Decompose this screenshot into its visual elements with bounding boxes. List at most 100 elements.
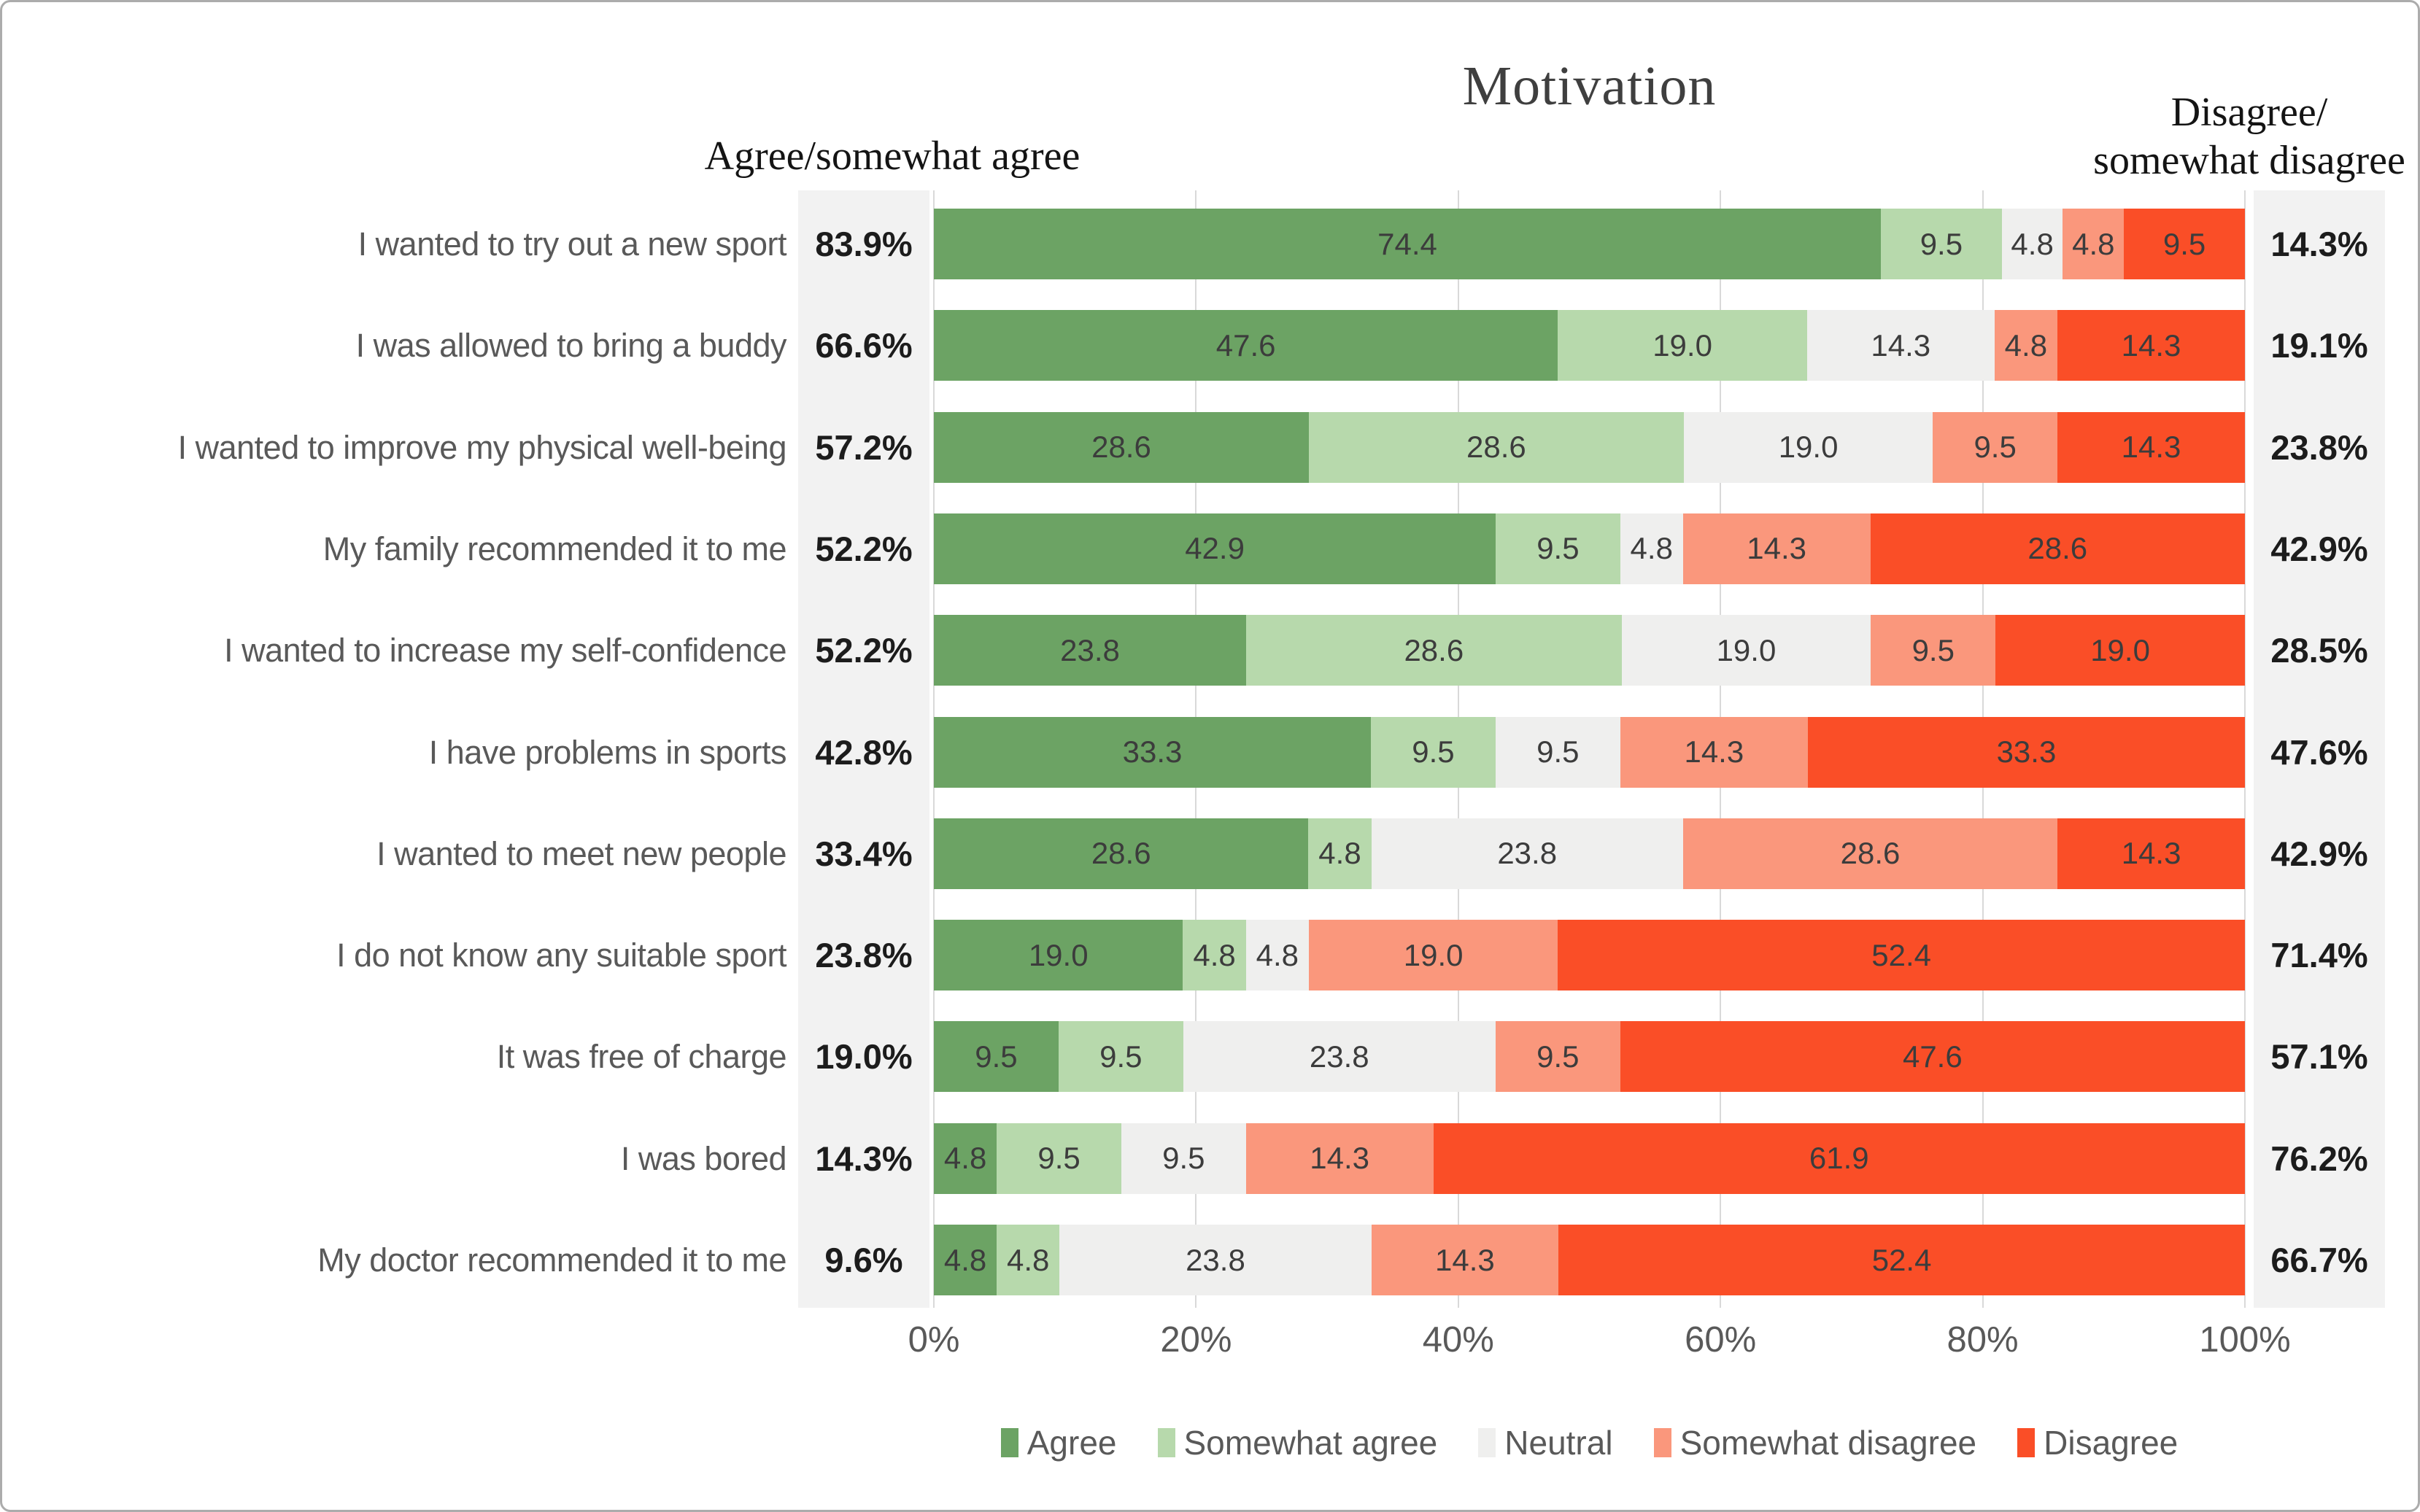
segment-value: 23.8	[1186, 1242, 1245, 1277]
segment-value: 4.8	[1318, 836, 1361, 871]
segment-value: 14.3	[2121, 430, 2181, 465]
legend-swatch-icon	[1653, 1428, 1671, 1457]
bar-segment-agree: 19.0	[934, 920, 1183, 991]
segment-value: 23.8	[1309, 1039, 1369, 1074]
bar-segment-somewhat-agree: 28.6	[1308, 411, 1684, 483]
segment-value: 9.5	[1099, 1039, 1143, 1074]
segment-value: 52.4	[1871, 937, 1932, 972]
bar-segment-somewhat-agree: 9.5	[1881, 209, 2002, 279]
segment-value: 9.5	[975, 1039, 1018, 1074]
bar-segment-disagree: 28.6	[1870, 513, 2245, 584]
segment-value: 19.0	[1716, 632, 1777, 667]
spacer	[2245, 1123, 2254, 1194]
segment-value: 9.5	[1412, 734, 1455, 769]
table-row: I was bored 14.3% 4.8 9.5 9.5 14.3 61.9 76.2%	[46, 1123, 2388, 1194]
agree-total-value: 9.6%	[824, 1241, 903, 1279]
stacked-bar: 19.0 4.8 4.8 19.0 52.4	[934, 920, 2245, 991]
segment-value: 4.8	[1630, 531, 1673, 566]
bar-segment-disagree: 52.4	[1558, 1225, 2245, 1295]
disagree-totals-band	[2254, 190, 2385, 1308]
segment-value: 9.5	[1920, 226, 1963, 261]
agree-total-value: 42.8%	[815, 732, 913, 772]
x-axis-tick-label: 0%	[908, 1320, 960, 1360]
legend: Agree Somewhat agree Neutral Somewhat disag…	[824, 1423, 2354, 1462]
bar-segment-agree: 74.4	[934, 209, 1882, 279]
bar-segment-disagree: 9.5	[2124, 209, 2245, 279]
spacer	[2245, 310, 2254, 381]
segment-value: 19.0	[1028, 937, 1089, 972]
stacked-bar: 42.9 9.5 4.8 14.3 28.6	[934, 513, 2245, 584]
spacer	[2245, 513, 2254, 584]
row-label: I have problems in sports	[428, 733, 787, 771]
segment-value: 9.5	[1536, 734, 1580, 769]
table-row: I wanted to meet new people 33.4% 28.6 4.8 2…	[46, 818, 2388, 889]
table-row: I wanted to try out a new sport 83.9% 74.4…	[46, 209, 2388, 279]
segment-value: 28.6	[2027, 531, 2088, 566]
agree-total-value: 52.2%	[815, 631, 913, 670]
bar-segment-somewhat-agree: 9.5	[1058, 1021, 1183, 1093]
segment-value: 14.3	[1435, 1242, 1495, 1277]
bar-segment-somewhat-agree: 9.5	[1370, 716, 1496, 788]
row-label: I wanted to improve my physical well-bei…	[177, 428, 787, 466]
segment-value: 23.8	[1060, 632, 1120, 667]
segment-value: 4.8	[1256, 937, 1299, 972]
bar-segment-neutral: 23.8	[1183, 1021, 1496, 1093]
bar-segment-somewhat-disagree: 28.6	[1682, 818, 2058, 889]
agree-column-header: Agree/somewhat agree	[704, 133, 1081, 179]
table-row: It was free of charge 19.0% 9.5 9.5 23.8 9.5 4…	[46, 1021, 2388, 1093]
segment-value: 9.5	[1536, 1039, 1580, 1074]
agree-total-value: 66.6%	[815, 326, 913, 365]
bar-segment-disagree: 14.3	[2057, 310, 2245, 381]
segment-value: 19.0	[1652, 327, 1712, 363]
bar-segment-somewhat-agree: 19.0	[1558, 310, 1807, 381]
disagree-total-value: 47.6%	[2270, 732, 2368, 772]
bar-segment-disagree: 47.6	[1620, 1021, 2245, 1093]
disagree-total-value: 57.1%	[2270, 1037, 2368, 1077]
segment-value: 14.3	[2121, 327, 2181, 363]
bar-segment-disagree: 14.3	[2057, 818, 2245, 889]
segment-value: 4.8	[2004, 327, 2048, 363]
bar-segment-somewhat-agree: 4.8	[1183, 920, 1246, 991]
spacer	[2245, 1225, 2254, 1295]
x-axis-tick-label: 80%	[1947, 1320, 2019, 1360]
bar-segment-somewhat-disagree: 14.3	[1371, 1225, 1559, 1295]
segment-value: 9.5	[1974, 430, 2017, 465]
bar-segment-neutral: 23.8	[1371, 818, 1683, 889]
spacer	[2245, 209, 2254, 279]
row-label: I wanted to try out a new sport	[357, 225, 787, 263]
bar-segment-somewhat-agree: 9.5	[997, 1123, 1121, 1194]
segment-value: 4.8	[1193, 937, 1236, 972]
legend-label: Agree	[1027, 1424, 1117, 1462]
bar-segment-agree: 28.6	[934, 818, 1309, 889]
x-axis-tick-label: 20%	[1160, 1320, 1232, 1360]
legend-swatch-icon	[1000, 1428, 1018, 1457]
segment-value: 61.9	[1809, 1141, 1869, 1176]
bar-segment-somewhat-agree: 4.8	[997, 1225, 1060, 1295]
segment-value: 28.6	[1091, 430, 1151, 465]
segment-value: 14.3	[1684, 734, 1744, 769]
segment-value: 4.8	[943, 1141, 987, 1176]
bar-segment-somewhat-disagree: 4.8	[1994, 310, 2057, 381]
segment-value: 4.8	[2011, 226, 2054, 261]
segment-value: 52.4	[1871, 1242, 1932, 1277]
row-label: I wanted to meet new people	[376, 834, 786, 872]
stacked-bar: 28.6 28.6 19.0 9.5 14.3	[934, 411, 2245, 483]
segment-value: 9.5	[1037, 1141, 1081, 1176]
agree-total-value: 57.2%	[815, 427, 913, 467]
disagree-total-value: 28.5%	[2270, 631, 2368, 670]
legend-swatch-icon	[2017, 1428, 2036, 1457]
legend-swatch-icon	[1157, 1428, 1175, 1457]
agree-totals-band	[798, 190, 929, 1308]
agree-total-value: 52.2%	[815, 529, 913, 568]
agree-total-value: 19.0%	[815, 1037, 913, 1077]
table-row: I was allowed to bring a buddy 66.6% 47.6 1…	[46, 310, 2388, 381]
bar-segment-agree: 4.8	[934, 1123, 997, 1194]
disagree-total-value: 76.2%	[2270, 1139, 2368, 1178]
bar-segment-somewhat-disagree: 4.8	[2063, 209, 2125, 279]
segment-value: 47.6	[1902, 1039, 1963, 1074]
row-label: My doctor recommended it to me	[317, 1241, 786, 1279]
agree-total-value: 83.9%	[815, 225, 913, 263]
legend-label: Somewhat agree	[1183, 1424, 1438, 1462]
segment-value: 19.0	[1778, 430, 1839, 465]
segment-value: 33.3	[1996, 734, 2057, 769]
